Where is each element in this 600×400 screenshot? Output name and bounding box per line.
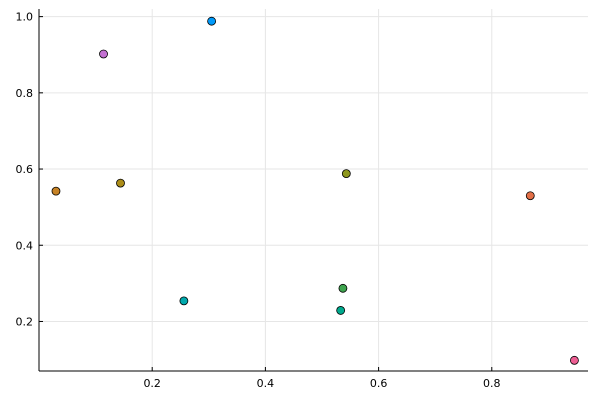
- data-point: [179, 296, 189, 306]
- tick-labels: 0.2 0.4 0.6 0.8 0.2 0.4 0.6 0.8 1.0: [16, 11, 501, 390]
- data-point: [116, 178, 125, 188]
- data-point: [525, 191, 535, 201]
- x-tick-label: 0.2: [143, 377, 161, 390]
- data-point: [99, 49, 108, 59]
- axes: [38, 9, 588, 372]
- data-points: [51, 16, 579, 365]
- y-tick-label: 1.0: [16, 11, 34, 24]
- grid: [39, 9, 588, 371]
- y-tick-label: 0.2: [16, 315, 34, 328]
- x-tick-label: 0.8: [483, 377, 501, 390]
- data-point: [341, 169, 351, 179]
- data-point: [207, 16, 217, 26]
- y-tick-label: 0.8: [16, 87, 34, 100]
- x-tick-label: 0.4: [257, 377, 275, 390]
- data-point: [338, 283, 348, 293]
- y-tick-label: 0.6: [16, 163, 34, 176]
- data-point: [336, 306, 346, 315]
- x-tick-label: 0.6: [370, 377, 388, 390]
- data-point: [570, 355, 579, 365]
- data-point: [51, 186, 61, 196]
- y-tick-label: 0.4: [16, 239, 34, 252]
